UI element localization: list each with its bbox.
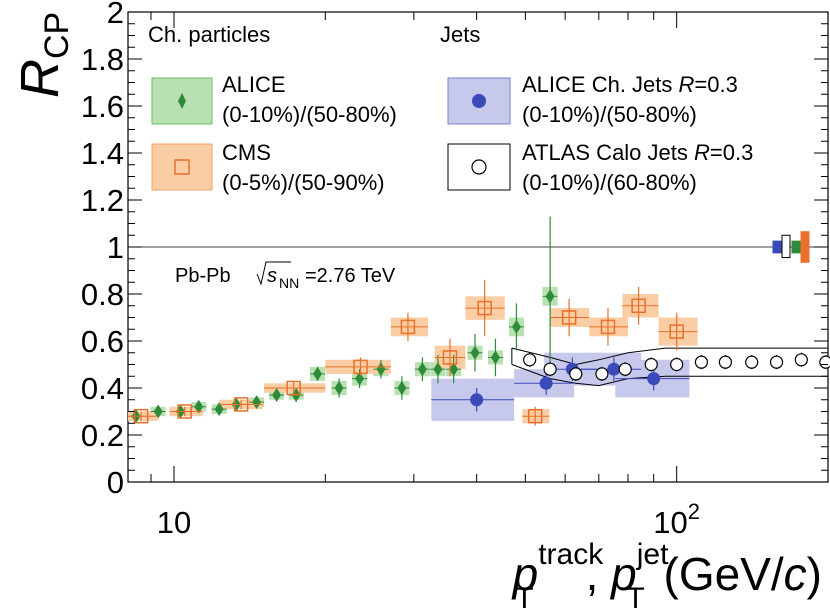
- x-tick-label-base: 10: [653, 505, 687, 540]
- x-tick-label: 10: [157, 505, 191, 540]
- sqrt-sign: [256, 261, 291, 286]
- cms-point: [669, 324, 684, 339]
- legend-label-cms-centrality: (0-5%)/(50-90%): [222, 170, 385, 195]
- y-tick-label: 1.4: [81, 136, 124, 171]
- alice-point: [433, 362, 443, 377]
- alice-point: [449, 362, 459, 377]
- annotation-energy: =2.76 TeV: [305, 265, 396, 287]
- alice-point: [334, 381, 344, 395]
- alice-point: [194, 399, 204, 414]
- cms-point: [233, 397, 249, 412]
- alice-point: [470, 345, 480, 360]
- atlas-point: [718, 355, 732, 369]
- legend-label-alice-jets-centrality: (0-10%)/(50-80%): [522, 102, 697, 127]
- y-tick-label: 0.6: [81, 324, 124, 359]
- y-tick-label: 2: [107, 0, 124, 30]
- atlas-point: [769, 355, 784, 369]
- alice-point: [511, 319, 521, 334]
- alice-point: [376, 362, 386, 377]
- x-axis-label: ptrack T, pjet T (GeV/c): [511, 538, 822, 610]
- atlas-point: [523, 353, 537, 367]
- legend: Ch. particles Jets ALICE (0-10%)/(50-80%…: [148, 22, 753, 195]
- data-points-layer: [128, 216, 830, 426]
- y-tick-label: 0.4: [81, 371, 124, 406]
- x-tick-label: 102: [653, 499, 700, 540]
- alice-point: [214, 402, 224, 417]
- systematic-boxes-layer: [128, 286, 698, 424]
- alice-point: [417, 362, 427, 377]
- x-tick-label-base: 10: [157, 505, 191, 540]
- alice-jets-point: [539, 376, 553, 390]
- legend-label-atlas: ATLAS Calo Jets R=0.3: [522, 140, 753, 165]
- atlas-point: [595, 367, 609, 381]
- alice-point: [355, 371, 365, 386]
- y-tick-label: 0.8: [81, 277, 124, 312]
- cms-point: [442, 350, 458, 365]
- cms-point: [477, 300, 492, 316]
- legend-label-alice-centrality: (0-10%)/(50-80%): [222, 102, 397, 127]
- legend-header-jets: Jets: [440, 22, 480, 47]
- atlas-point: [569, 367, 583, 381]
- alice-point: [490, 350, 500, 365]
- atlas-point: [543, 362, 557, 376]
- annotation-system: Pb-Pb: [175, 265, 231, 287]
- atlas-point: [644, 357, 658, 372]
- annotation-nn: NN: [279, 275, 299, 291]
- y-tick-label: 0: [107, 465, 124, 500]
- atlas-point: [618, 362, 632, 376]
- y-axis-label: RCP: [10, 12, 76, 98]
- cms-point: [527, 408, 543, 424]
- alice-jets-point: [470, 393, 484, 407]
- legend-header-ch-particles: Ch. particles: [148, 22, 270, 47]
- cms-point: [353, 359, 368, 375]
- alice-point: [252, 395, 262, 410]
- cms-point: [133, 408, 149, 424]
- cms-point: [600, 319, 616, 335]
- legend-label-cms: CMS: [222, 140, 271, 165]
- cms-point: [286, 380, 301, 396]
- y-tick-label: 1: [107, 230, 124, 265]
- atlas-point: [694, 355, 709, 369]
- annotation-sqrt-s: s: [267, 265, 277, 287]
- norm-uncertainty-box: [791, 240, 801, 254]
- legend-box-cms: [151, 143, 213, 191]
- norm-uncertainty-box: [781, 234, 791, 259]
- atlas-point: [819, 355, 830, 369]
- alice-point: [153, 404, 163, 419]
- legend-marker-cms-square: [174, 159, 190, 175]
- legend-label-alice-jets: ALICE Ch. Jets R=0.3: [522, 72, 738, 97]
- atlas-point: [794, 353, 808, 367]
- atlas-point: [745, 355, 759, 369]
- x-tick-label-exponent: 2: [688, 499, 700, 524]
- legend-label-atlas-centrality: (0-10%)/(60-80%): [522, 170, 697, 195]
- norm-uncertainty-box: [772, 240, 782, 254]
- cms-point: [177, 404, 192, 419]
- legend-label-alice: ALICE: [222, 72, 286, 97]
- atlas-point: [670, 357, 684, 372]
- legend-marker-alice-jets-circle: [472, 94, 486, 108]
- y-tick-label: 1.2: [81, 183, 124, 218]
- cms-point: [631, 298, 646, 313]
- alice-jets-point: [607, 362, 621, 376]
- norm-uncertainty-box: [800, 231, 810, 263]
- alice-point: [397, 381, 407, 395]
- collision-system-annotation: Pb-Pb s NN =2.76 TeV: [175, 261, 396, 291]
- legend-marker-atlas-circle: [471, 159, 487, 175]
- alice-point: [272, 388, 282, 403]
- normalization-uncertainty-boxes: [772, 231, 810, 263]
- cms-point: [561, 310, 577, 325]
- alice-point: [313, 366, 323, 381]
- alice-point: [545, 289, 555, 304]
- cms-point: [400, 319, 416, 335]
- alice-jets-point: [647, 372, 661, 386]
- y-tick-label: 0.2: [81, 418, 124, 453]
- y-tick-label: 1.6: [81, 89, 124, 124]
- y-tick-label: 1.8: [81, 42, 124, 77]
- legend-marker-alice-diamond: [178, 93, 186, 109]
